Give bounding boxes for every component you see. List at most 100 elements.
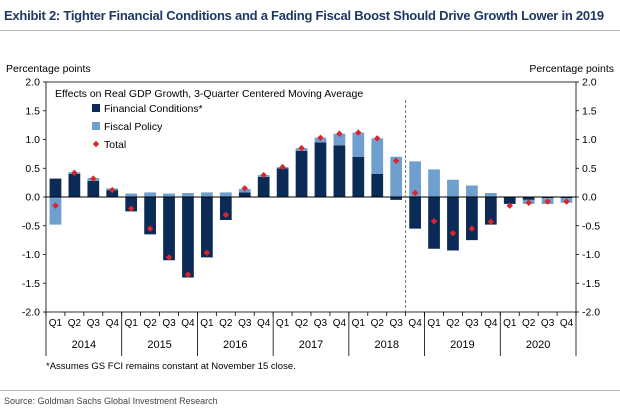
footnote: *Assumes GS FCI remains constant at Nove… [46,361,296,372]
year-label: 2017 [299,339,323,351]
total-marker [563,198,570,205]
fiscal-policy-bar [466,185,478,197]
financial-conditions-bar [201,197,213,258]
bars [49,132,573,278]
x-tick-label: Q2 [522,318,536,329]
total-marker [279,163,286,171]
x-tick-label: Q3 [238,318,252,329]
y-tick-label-left: 0.5 [25,163,40,175]
year-label: 2019 [450,339,474,351]
fiscal-policy-bar [333,133,346,146]
y-tick-label-left: -2.0 [22,307,40,319]
financial-conditions-bar [106,190,119,197]
fiscal-policy-bar [371,138,384,174]
year-label: 2018 [374,339,398,351]
fiscal-policy-bar [144,192,156,197]
total-marker [203,249,211,256]
financial-conditions-bar [314,142,327,197]
tick-labels: 2.0 2.0 1.5 1.5 1.0 1.0 0.5 0.5 0.0 0.0 -0.5 -0.5 -1… [22,77,600,352]
year-label: 2020 [526,339,550,351]
total-marker [392,157,400,164]
y-tick-label-left: 1.0 [25,134,40,146]
y-tick-label-right: -1.5 [582,278,600,290]
year-label: 2016 [223,339,247,351]
total-markers [52,129,570,278]
total-marker [298,144,305,152]
fiscal-policy-bar [352,132,365,157]
legend-label-financial: Financial Conditions* [104,103,203,115]
fiscal-policy-bar [201,192,213,197]
fiscal-policy-bar [484,192,497,197]
financial-conditions-bar [68,174,81,197]
x-tick-label: Q2 [143,318,157,329]
x-tick-label: Q4 [106,318,120,329]
fiscal-policy-bar [219,192,232,197]
total-marker [544,198,551,205]
total-marker [506,202,513,209]
y-tick-label-right: 1.5 [582,105,597,117]
x-tick-label: Q2 [371,318,385,329]
total-marker [241,185,248,192]
chart-title: Exhibit 2: Tighter Financial Conditions … [4,8,604,23]
y-tick-label-left: -1.5 [22,278,40,290]
x-tick-label: Q2 [446,318,460,329]
total-marker [374,135,381,142]
x-tick-label: Q4 [484,318,498,329]
x-tick-label: Q1 [125,318,139,329]
financial-conditions-bar [522,197,535,200]
total-marker [260,171,267,179]
fiscal-policy-bar [125,193,138,197]
financial-conditions-bar [219,197,232,220]
total-marker [127,205,135,212]
y-tick-label-right: 0.5 [582,163,597,175]
total-marker [222,211,230,219]
financial-conditions-bar [503,197,516,204]
x-tick-label: Q3 [87,318,101,329]
financial-conditions-bar [144,197,156,235]
financial-conditions-bar [466,197,478,241]
y-axis-label-right: Percentage points [529,63,614,75]
y-tick-label-left: 2.0 [25,77,40,89]
x-tick-label: Q4 [181,318,195,329]
total-marker [71,169,78,177]
x-tick-label: Q3 [541,318,555,329]
total-marker [355,129,362,136]
total-marker [317,134,324,141]
y-tick-label-right: -2.0 [582,307,600,319]
total-marker [411,189,419,197]
total-marker [90,175,97,182]
total-marker [109,186,116,194]
x-tick-label: Q3 [314,318,328,329]
x-tick-label: Q4 [560,318,574,329]
x-tick-label: Q4 [257,318,271,329]
financial-conditions-bar [560,197,573,199]
y-axis-label-left: Percentage points [6,63,91,75]
x-tick-label: Q4 [333,318,347,329]
x-tick-label: Q3 [162,318,176,329]
financial-conditions-bar [295,151,308,197]
financial-conditions-bar [371,174,384,197]
title-bar: Exhibit 2: Tighter Financial Conditions … [0,2,620,31]
financial-conditions-bar [409,197,421,229]
x-tick-label: Q1 [352,318,366,329]
y-tick-label-left: 0.0 [25,192,40,204]
fiscal-policy-bar [447,179,459,197]
y-tick-label-left: -1.0 [22,249,40,261]
financial-conditions-bar [541,197,554,199]
x-tick-label: Q2 [68,318,82,329]
financial-conditions-bar [352,156,365,197]
legend-label-fiscal: Fiscal Policy [104,121,163,133]
legend: Financial Conditions* Fiscal Policy Total [92,103,203,151]
total-marker [449,230,457,237]
x-tick-label: Q3 [390,318,404,329]
financial-conditions-bar [447,197,459,251]
financial-conditions-bar [238,192,251,197]
financial-conditions-bar [87,180,100,197]
x-tick-label: Q2 [219,318,233,329]
y-tick-label-right: 0.0 [582,192,597,204]
financial-conditions-bar [257,176,270,197]
source-note: Source: Goldman Sachs Global Investment … [4,396,218,406]
y-tick-label-right: -0.5 [582,220,600,232]
total-marker [184,271,192,278]
financial-conditions-bar [163,197,175,261]
